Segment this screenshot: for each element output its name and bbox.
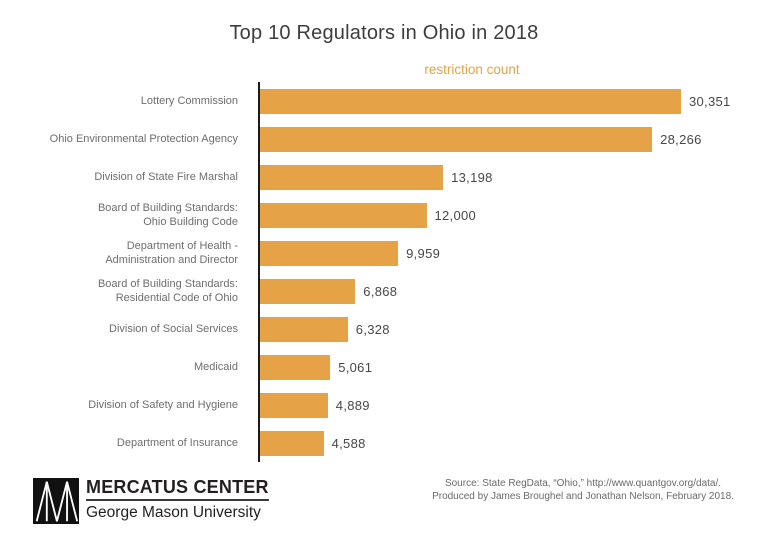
chart-row: Department of Insurance 4,588 — [0, 424, 768, 462]
bar — [260, 164, 444, 190]
bar-area: 30,351 — [248, 88, 768, 114]
bar — [260, 316, 348, 342]
chart-row: Medicaid 5,061 — [0, 348, 768, 386]
mercatus-m-logo-icon — [33, 478, 79, 524]
chart-row: Department of Health - Administration an… — [0, 234, 768, 272]
source-line-1: Source: State RegData, “Ohio,” http://ww… — [444, 478, 722, 489]
brand-subtitle: George Mason University — [86, 504, 261, 521]
bar — [260, 240, 399, 266]
category-label: Ohio Environmental Protection Agency — [49, 133, 238, 145]
value-label: 6,328 — [355, 321, 390, 337]
bar-area: 28,266 — [248, 126, 768, 152]
axis-title: restriction count — [424, 62, 520, 77]
bar-area: 6,868 — [248, 278, 768, 304]
value-label: 30,351 — [689, 93, 731, 109]
category-label: Division of Safety and Hygiene — [88, 399, 238, 411]
bar — [260, 88, 681, 114]
bar-area: 4,889 — [248, 392, 768, 418]
chart-row: Board of Building Standards: Ohio Buildi… — [0, 196, 768, 234]
bar-area: 5,061 — [248, 354, 768, 380]
brand-name: MERCATUS CENTER — [86, 477, 269, 497]
category-label: Lottery Commission — [140, 95, 238, 107]
value-label: 5,061 — [338, 359, 373, 375]
bar — [260, 126, 653, 152]
category-label: Division of Social Services — [109, 323, 238, 335]
source-note: Source: State RegData, “Ohio,” http://ww… — [408, 477, 758, 503]
brand-divider — [86, 499, 269, 501]
value-label: 12,000 — [434, 207, 477, 223]
bar-area: 13,198 — [248, 164, 768, 190]
chart-row: Division of Social Services 6,328 — [0, 310, 768, 348]
category-label: Medicaid — [193, 361, 238, 373]
value-label: 4,588 — [331, 435, 366, 451]
value-label: 6,868 — [363, 283, 398, 299]
chart-row: Ohio Environmental Protection Agency 28,2… — [0, 120, 768, 158]
bar-area: 12,000 — [248, 202, 768, 228]
category-label: Department of Insurance — [116, 437, 238, 449]
bar — [260, 278, 356, 304]
category-label: Board of Building Standards: Residential… — [97, 278, 238, 304]
value-label: 4,889 — [335, 397, 370, 413]
value-label: 9,959 — [406, 245, 441, 261]
bar-area: 9,959 — [248, 240, 768, 266]
chart-rows: Lottery Commission 30,351 Ohio Environment… — [0, 82, 768, 462]
bar — [260, 202, 427, 228]
chart-title: Top 10 Regulators in Ohio in 2018 — [229, 22, 539, 44]
bar-area: 6,328 — [248, 316, 768, 342]
chart-row: Division of Safety and Hygiene 4,889 — [0, 386, 768, 424]
y-axis-line — [258, 82, 260, 462]
chart-row: Division of State Fire Marshal 13,198 — [0, 158, 768, 196]
source-line-2: Produced by James Broughel and Jonathan … — [432, 491, 734, 502]
category-label: Board of Building Standards: Ohio Buildi… — [97, 202, 238, 228]
bar — [260, 430, 324, 456]
bar — [260, 392, 328, 418]
brand-lockup: MERCATUS CENTER George Mason University — [86, 477, 269, 522]
value-label: 28,266 — [660, 131, 702, 147]
category-label: Department of Health - Administration an… — [105, 240, 238, 266]
chart-row: Board of Building Standards: Residential… — [0, 272, 768, 310]
chart-row: Lottery Commission 30,351 — [0, 82, 768, 120]
bar-area: 4,588 — [248, 430, 768, 456]
value-label: 13,198 — [451, 169, 493, 185]
bar — [260, 354, 331, 380]
category-label: Division of State Fire Marshal — [94, 171, 238, 183]
